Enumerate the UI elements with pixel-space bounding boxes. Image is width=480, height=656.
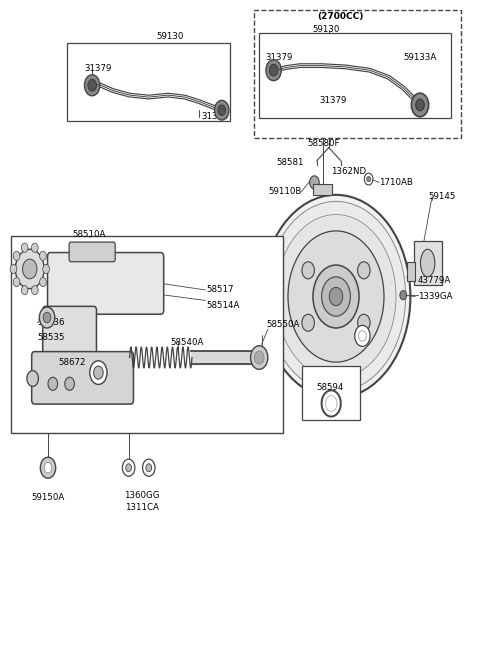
Circle shape <box>313 265 359 328</box>
Text: 58535: 58535 <box>37 333 65 342</box>
Bar <box>313 184 332 195</box>
Circle shape <box>43 264 49 274</box>
Circle shape <box>32 243 38 253</box>
Bar <box>11 236 283 433</box>
Circle shape <box>23 259 37 279</box>
Circle shape <box>325 396 337 411</box>
Circle shape <box>122 459 135 476</box>
Circle shape <box>262 195 410 398</box>
Circle shape <box>358 262 370 279</box>
FancyBboxPatch shape <box>43 306 96 361</box>
Bar <box>254 10 461 138</box>
Circle shape <box>146 464 152 472</box>
Bar <box>259 33 451 118</box>
Circle shape <box>310 176 319 189</box>
Text: 59145: 59145 <box>428 192 456 201</box>
Text: 59110B: 59110B <box>268 187 301 196</box>
Bar <box>407 262 415 281</box>
Circle shape <box>266 201 406 392</box>
Text: (2700CC): (2700CC) <box>317 12 363 21</box>
Circle shape <box>266 60 281 81</box>
Text: 1339GA: 1339GA <box>418 292 452 301</box>
Circle shape <box>411 93 429 117</box>
Text: 31379: 31379 <box>319 96 347 105</box>
Circle shape <box>251 346 268 369</box>
Circle shape <box>329 287 343 306</box>
Text: 1710AB: 1710AB <box>379 178 413 187</box>
Text: 1311CA: 1311CA <box>125 502 158 512</box>
Circle shape <box>40 277 47 287</box>
Circle shape <box>90 361 107 384</box>
Circle shape <box>40 457 56 478</box>
FancyBboxPatch shape <box>32 352 133 404</box>
Text: 58540A: 58540A <box>170 338 204 347</box>
Circle shape <box>367 176 371 182</box>
Circle shape <box>10 264 17 274</box>
Bar <box>67 43 230 121</box>
Text: 1362ND: 1362ND <box>331 167 366 176</box>
Text: 58536: 58536 <box>37 318 65 327</box>
Text: 58510A: 58510A <box>72 230 106 239</box>
Circle shape <box>358 314 370 331</box>
Bar <box>414 241 442 285</box>
Circle shape <box>269 64 278 76</box>
Circle shape <box>126 464 132 472</box>
Text: 58581: 58581 <box>276 158 304 167</box>
FancyBboxPatch shape <box>48 253 164 314</box>
Circle shape <box>48 377 58 390</box>
Bar <box>302 366 360 420</box>
Text: 31379: 31379 <box>84 64 112 73</box>
Circle shape <box>21 243 28 253</box>
Text: 58580F: 58580F <box>308 138 340 148</box>
Circle shape <box>32 285 38 295</box>
Circle shape <box>276 215 396 379</box>
Circle shape <box>39 307 55 328</box>
Circle shape <box>355 325 370 346</box>
Circle shape <box>40 251 47 260</box>
Circle shape <box>27 371 38 386</box>
Circle shape <box>13 277 20 287</box>
Circle shape <box>143 459 155 476</box>
Text: 58594: 58594 <box>316 382 344 392</box>
Text: 59150A: 59150A <box>31 493 65 502</box>
Text: 31379: 31379 <box>265 53 293 62</box>
Circle shape <box>359 331 366 341</box>
Circle shape <box>400 291 407 300</box>
Text: 59130: 59130 <box>156 31 184 41</box>
Circle shape <box>254 351 264 364</box>
Circle shape <box>364 173 373 185</box>
Text: 31379: 31379 <box>202 112 229 121</box>
Text: 58517: 58517 <box>206 285 234 295</box>
Text: 58672: 58672 <box>59 358 86 367</box>
Text: 58550A: 58550A <box>266 320 300 329</box>
Ellipse shape <box>420 249 435 277</box>
Circle shape <box>65 377 74 390</box>
Circle shape <box>302 314 314 331</box>
Circle shape <box>215 100 229 120</box>
Text: 59130: 59130 <box>312 25 340 34</box>
Text: 58514A: 58514A <box>206 300 240 310</box>
Circle shape <box>288 231 384 362</box>
Circle shape <box>302 262 314 279</box>
Circle shape <box>322 390 341 417</box>
Text: 1360GG: 1360GG <box>124 491 159 500</box>
FancyBboxPatch shape <box>69 242 115 262</box>
Circle shape <box>322 277 350 316</box>
Circle shape <box>44 462 52 473</box>
Circle shape <box>21 285 28 295</box>
Circle shape <box>94 366 103 379</box>
Circle shape <box>15 249 44 289</box>
Circle shape <box>84 75 100 96</box>
Circle shape <box>416 99 424 111</box>
Text: 43779A: 43779A <box>418 276 451 285</box>
Circle shape <box>43 312 51 323</box>
Circle shape <box>218 105 226 115</box>
Circle shape <box>88 79 96 91</box>
Text: 59133A: 59133A <box>403 53 436 62</box>
Circle shape <box>13 251 20 260</box>
